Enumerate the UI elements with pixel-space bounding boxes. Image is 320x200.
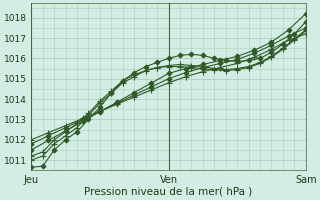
X-axis label: Pression niveau de la mer( hPa ): Pression niveau de la mer( hPa ) bbox=[84, 187, 253, 197]
